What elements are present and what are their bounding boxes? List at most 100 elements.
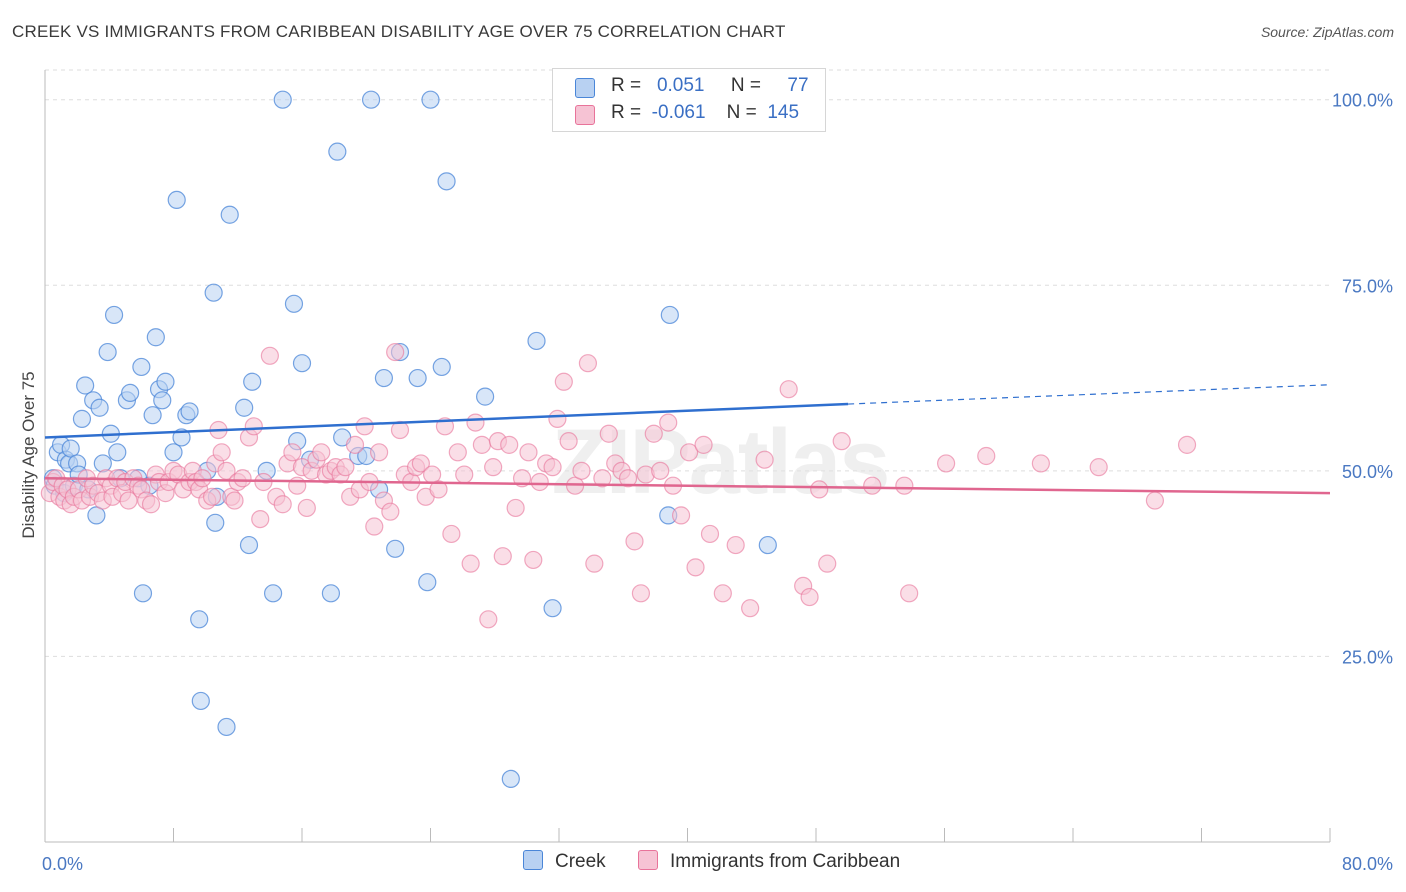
- caribbean-point: [548, 409, 567, 428]
- caribbean-point: [524, 550, 543, 570]
- creek-point: [660, 305, 679, 325]
- caribbean-point: [779, 380, 798, 399]
- caribbean-point: [233, 469, 252, 488]
- creek-point: [76, 376, 95, 395]
- caribbean-point: [543, 458, 562, 477]
- caribbean-point: [251, 509, 270, 529]
- creek-point: [421, 90, 440, 109]
- caribbean-point: [559, 432, 578, 451]
- caribbean-point: [225, 491, 244, 510]
- creek-point: [476, 387, 495, 406]
- creek-point: [133, 584, 153, 603]
- creek-point: [206, 513, 225, 532]
- caribbean-point: [493, 547, 512, 566]
- caribbean-point: [506, 498, 525, 518]
- caribbean-point: [479, 610, 498, 629]
- creek-point: [239, 535, 259, 555]
- caribbean-point: [345, 435, 365, 454]
- caribbean-point: [1089, 458, 1108, 477]
- creek-point: [104, 305, 124, 325]
- creek-point: [172, 428, 191, 447]
- caribbean-point: [411, 454, 430, 473]
- watermark: ZIPatlas: [552, 411, 889, 513]
- legend-n-value: 77: [787, 75, 809, 96]
- creek-point: [204, 283, 223, 302]
- y-tick-label: 50.0%: [1342, 462, 1393, 482]
- legend-r-label: R =: [611, 102, 642, 123]
- creek-point: [361, 90, 381, 109]
- y-tick-label: 25.0%: [1342, 647, 1393, 667]
- chart-source: Source: ZipAtlas.com: [1260, 24, 1394, 40]
- caribbean-points: [40, 342, 1197, 629]
- creek-point: [235, 398, 254, 417]
- caribbean-point: [530, 472, 549, 492]
- creek-point: [243, 372, 262, 391]
- caribbean-point: [386, 342, 405, 362]
- legend: R = 0.051 N = 77 R = -0.061 N = 145: [552, 68, 826, 132]
- creek-point: [217, 717, 236, 737]
- creek-trend-extension: [848, 384, 1331, 405]
- caribbean-point: [119, 491, 138, 510]
- caribbean-swatch: [638, 850, 658, 870]
- creek-point: [220, 205, 239, 224]
- caribbean-point: [863, 476, 882, 495]
- caribbean-point: [472, 435, 491, 454]
- creek-point: [191, 691, 210, 711]
- creek-point: [93, 454, 112, 473]
- x-tick-label: 0.0%: [42, 854, 83, 874]
- caribbean-point: [355, 417, 374, 436]
- creek-point: [132, 357, 151, 377]
- caribbean-point: [212, 443, 231, 462]
- caribbean-point: [381, 502, 400, 521]
- caribbean-point: [1145, 491, 1165, 510]
- creek-point: [418, 573, 437, 592]
- legend-r-label: R =: [611, 75, 642, 96]
- caribbean-point: [694, 435, 713, 454]
- legend-n-value: 145: [767, 102, 800, 123]
- caribbean-point: [625, 532, 644, 551]
- caribbean-point: [618, 469, 638, 488]
- creek-point: [527, 331, 546, 351]
- caribbean-point: [455, 465, 474, 484]
- creek-point: [121, 383, 140, 403]
- creek-point: [167, 190, 186, 210]
- creek-point: [180, 402, 199, 421]
- caribbean-point: [810, 480, 829, 499]
- creek-point: [156, 372, 175, 391]
- caribbean-point: [593, 469, 612, 488]
- legend-n-label: N =: [726, 102, 757, 123]
- caribbean-point: [726, 535, 745, 555]
- caribbean-point: [141, 495, 161, 514]
- creek-point: [408, 368, 427, 388]
- caribbean-point: [800, 587, 819, 607]
- creek-point: [386, 539, 405, 558]
- caribbean-point: [631, 584, 651, 603]
- x-tick-label: 80.0%: [1342, 854, 1393, 874]
- caribbean-point: [671, 506, 691, 525]
- caribbean-point: [1177, 435, 1197, 454]
- bottom-legend-creek-label: Creek: [555, 851, 606, 872]
- creek-point: [90, 398, 109, 417]
- caribbean-point: [202, 487, 222, 506]
- caribbean-point: [578, 354, 598, 373]
- caribbean-point: [977, 446, 996, 466]
- caribbean-point: [429, 480, 448, 499]
- creek-point: [758, 535, 777, 555]
- caribbean-point: [442, 524, 461, 544]
- caribbean-point: [500, 435, 519, 454]
- axes: [44, 70, 1331, 843]
- caribbean-point: [644, 424, 663, 443]
- caribbean-trend-line: [44, 477, 1331, 495]
- creek-point: [292, 354, 312, 373]
- creek-point: [190, 610, 209, 629]
- caribbean-point: [312, 443, 331, 462]
- creek-point: [273, 90, 292, 109]
- legend-n-label: N =: [730, 75, 762, 96]
- caribbean-point: [937, 454, 956, 473]
- creek-point: [284, 294, 304, 313]
- y-axis-label: Disability Age Over 75: [19, 371, 38, 538]
- tick-labels: 25.0% 50.0% 75.0% 100.0% 0.0% 80.0%: [42, 91, 1393, 874]
- caribbean-point: [336, 458, 355, 477]
- chart-title: CREEK VS IMMIGRANTS FROM CARIBBEAN DISAB…: [12, 22, 786, 41]
